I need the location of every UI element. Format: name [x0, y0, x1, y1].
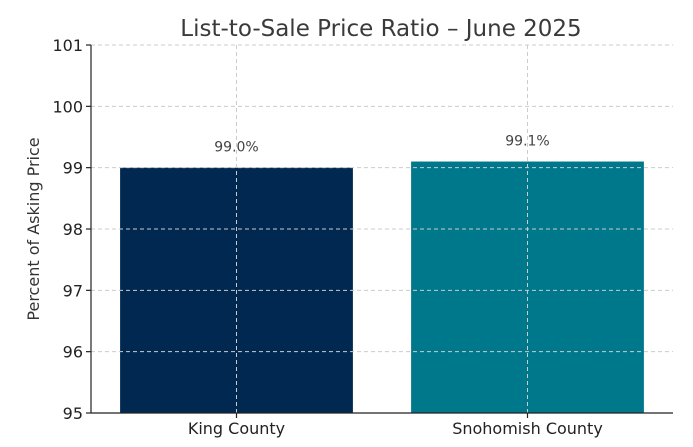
x-tick-label: King County	[188, 419, 285, 438]
x-tick-label: Snohomish County	[452, 419, 603, 438]
chart-title: List-to-Sale Price Ratio – June 2025	[180, 16, 581, 42]
data-label: 99.1%	[505, 134, 549, 150]
y-tick-label: 95	[63, 404, 83, 423]
bar	[411, 161, 644, 413]
y-axis-label: Percent of Asking Price	[24, 137, 43, 320]
y-tick-label: 98	[63, 220, 83, 239]
y-tick-label: 101	[52, 36, 83, 55]
bars	[120, 161, 644, 413]
y-tick-label: 97	[63, 281, 83, 300]
labels: 95 96 97 98 99 100 101 King County 99.0% Snohomis…	[52, 36, 602, 438]
y-tick-label: 100	[52, 97, 83, 116]
y-tick-label: 99	[63, 159, 83, 178]
data-label: 99.0%	[214, 140, 258, 156]
axes	[86, 44, 673, 418]
y-tick-label: 96	[63, 343, 83, 362]
